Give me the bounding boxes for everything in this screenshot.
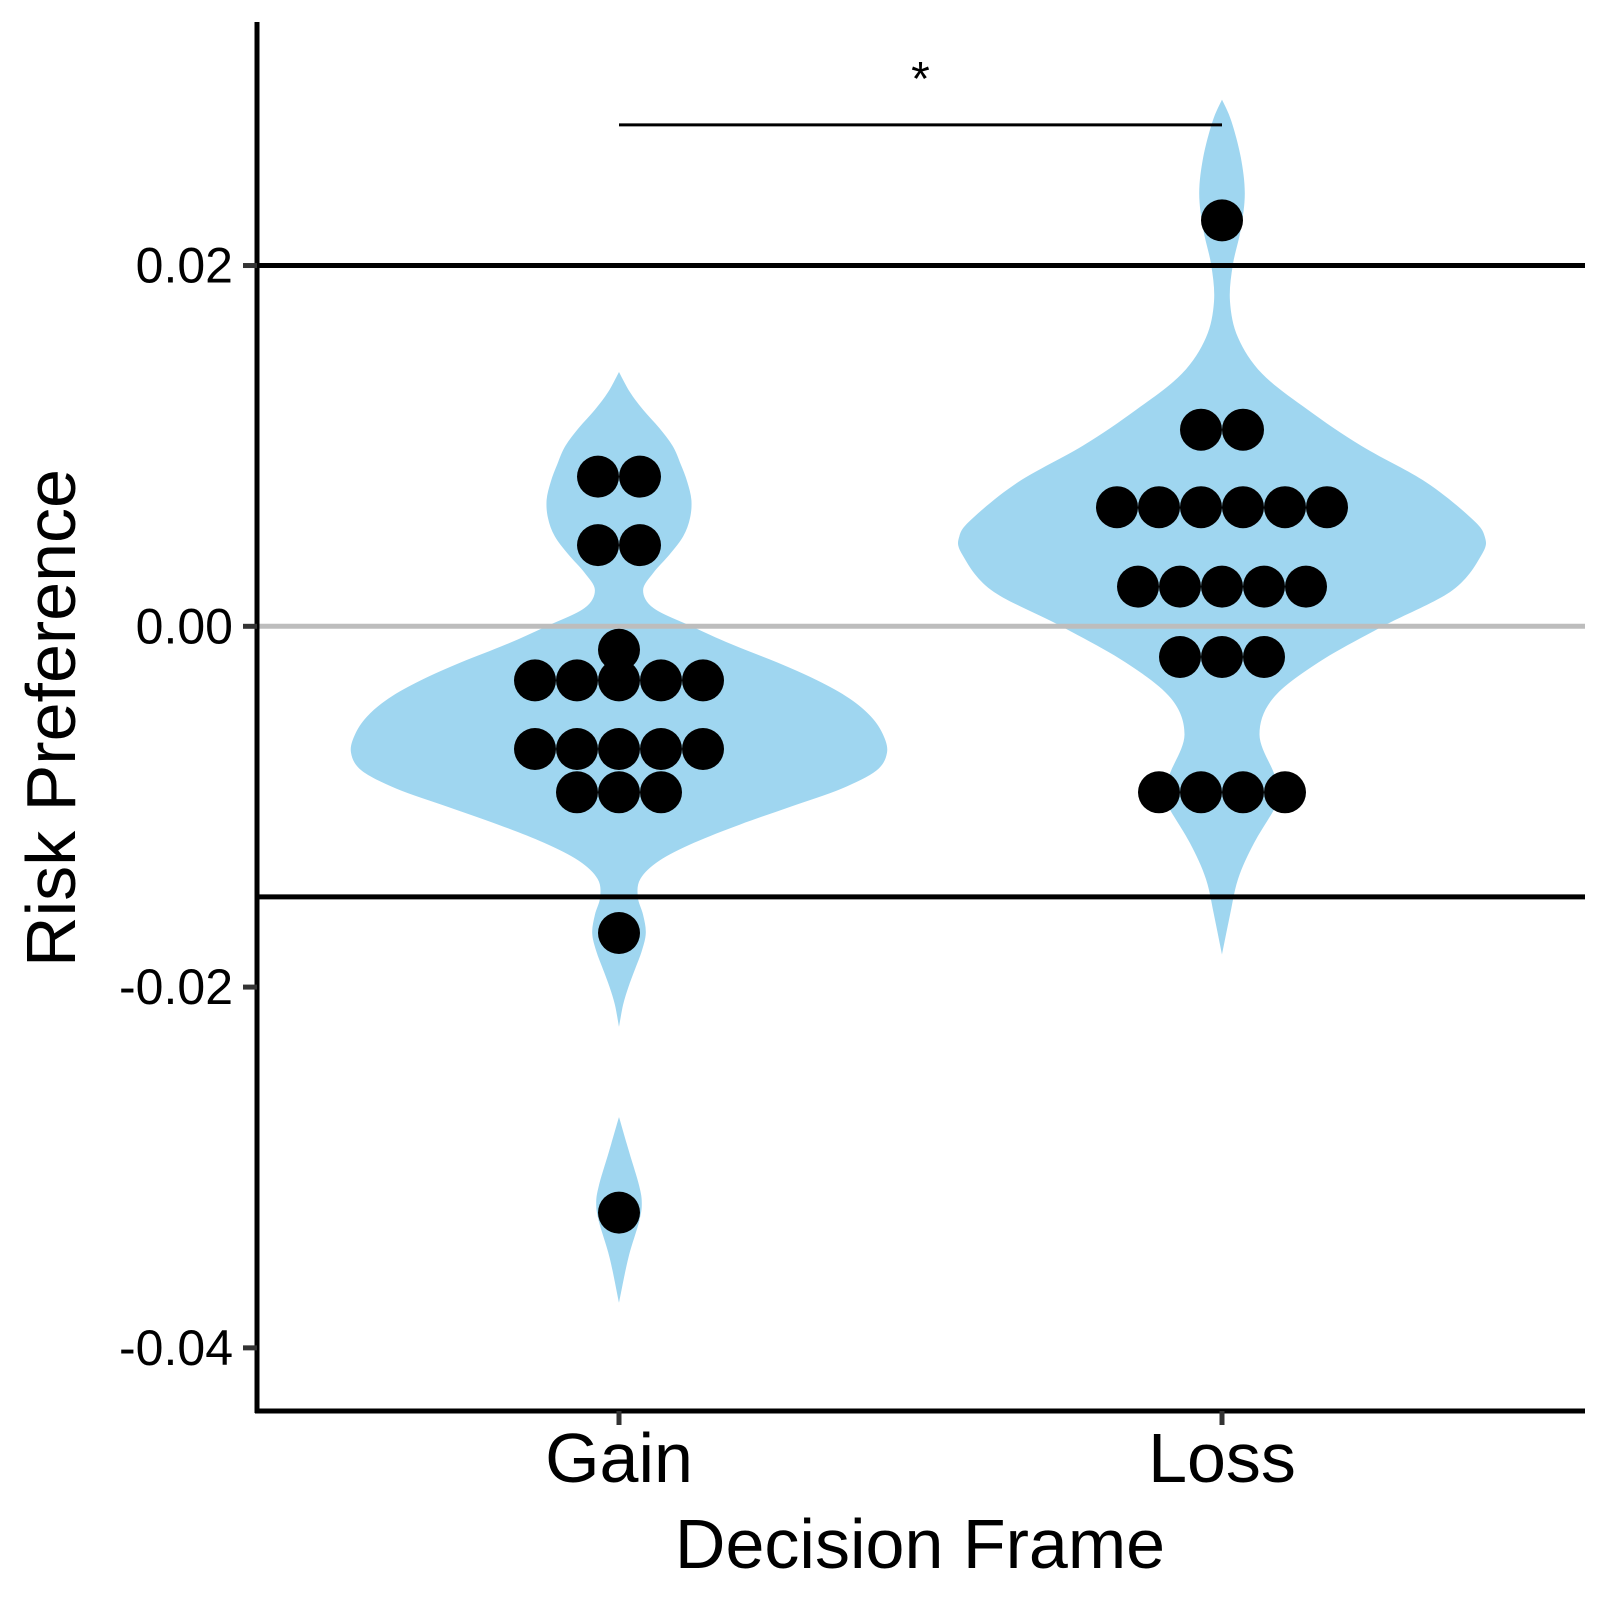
violins-layer xyxy=(350,99,1487,1303)
data-point-gain xyxy=(640,771,682,814)
data-point-gain xyxy=(598,659,640,702)
data-point-loss xyxy=(1264,486,1306,529)
data-point-loss xyxy=(1180,486,1222,529)
x-tick-label-gain: Gain xyxy=(545,1419,693,1497)
y-ticks-layer: -0.04 -0.02 0.00 0.02 xyxy=(119,238,257,1376)
data-point-gain xyxy=(598,771,640,814)
data-point-loss xyxy=(1201,636,1243,678)
significance-layer: * xyxy=(619,53,1222,127)
y-tick-label: 0.02 xyxy=(136,238,233,294)
x-ticks-layer: Gain Loss xyxy=(545,1411,1296,1497)
data-point-gain xyxy=(682,728,724,770)
data-point-gain xyxy=(598,728,640,770)
axes-layer: -0.04 -0.02 0.00 0.02 Gain Loss xyxy=(119,22,1585,1497)
data-point-loss xyxy=(1306,486,1348,529)
data-point-loss xyxy=(1180,408,1222,451)
data-point-gain xyxy=(619,455,661,498)
y-axis-title: Risk Preference xyxy=(12,469,90,967)
data-point-gain xyxy=(619,524,661,567)
data-point-loss xyxy=(1201,565,1243,608)
data-point-loss xyxy=(1222,408,1264,451)
data-point-loss xyxy=(1243,565,1285,608)
data-point-loss xyxy=(1243,636,1285,678)
data-point-loss xyxy=(1117,565,1159,608)
data-point-loss xyxy=(1222,771,1264,814)
data-point-gain xyxy=(598,628,640,671)
data-point-gain xyxy=(556,771,598,814)
data-point-loss xyxy=(1159,565,1201,608)
y-tick-label: -0.02 xyxy=(119,959,233,1015)
data-point-gain xyxy=(556,659,598,702)
data-point-gain xyxy=(682,659,724,702)
data-point-gain xyxy=(577,524,619,567)
data-point-loss xyxy=(1159,636,1201,678)
data-point-loss xyxy=(1222,486,1264,529)
x-axis-title: Decision Frame xyxy=(675,1505,1165,1583)
data-point-loss xyxy=(1138,771,1180,814)
reference-lines-layer xyxy=(257,263,1585,900)
significance-label: * xyxy=(911,53,930,106)
y-tick-label: -0.04 xyxy=(119,1320,233,1376)
data-point-loss xyxy=(1138,486,1180,529)
data-point-loss xyxy=(1180,771,1222,814)
data-point-gain xyxy=(640,659,682,702)
data-points-layer xyxy=(514,199,1348,1234)
data-point-gain xyxy=(598,912,640,954)
data-point-loss xyxy=(1285,565,1327,608)
data-point-gain xyxy=(514,659,556,702)
data-point-loss xyxy=(1264,771,1306,814)
data-point-loss xyxy=(1201,199,1243,242)
y-tick-label: 0.00 xyxy=(136,598,233,654)
violin-loss xyxy=(957,99,1487,955)
data-point-gain xyxy=(577,455,619,498)
data-point-gain xyxy=(598,1191,640,1234)
data-point-loss xyxy=(1096,486,1138,529)
data-point-gain xyxy=(640,728,682,770)
data-point-gain xyxy=(556,728,598,770)
x-tick-label-loss: Loss xyxy=(1148,1419,1296,1497)
data-point-gain xyxy=(514,728,556,770)
